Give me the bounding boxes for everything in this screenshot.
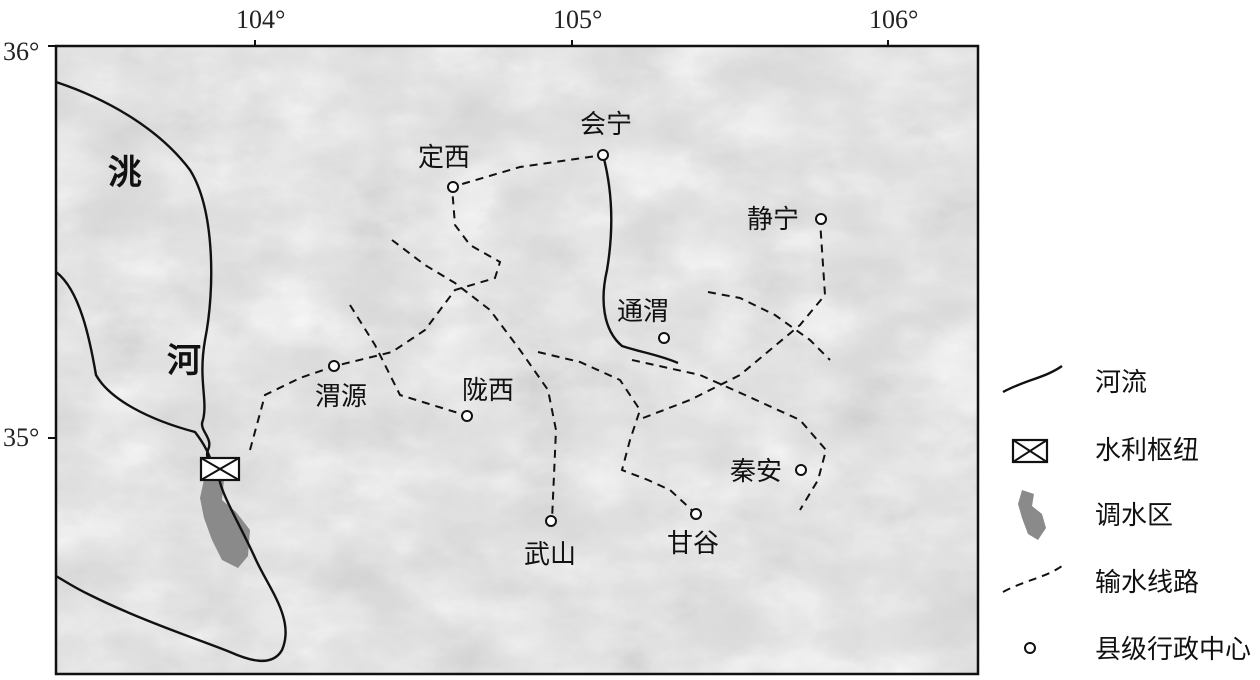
town-label-longxi: 陇西 <box>462 376 514 406</box>
map-border <box>54 44 980 676</box>
legend-water-route: 输水线路 <box>1002 565 1199 598</box>
route-wushan <box>391 239 558 521</box>
legend-label-transfer-area: 调水区 <box>1095 501 1173 531</box>
water-hub-icon <box>199 456 241 482</box>
route-east-branch <box>707 291 831 361</box>
weiyuan-marker <box>328 360 340 372</box>
map-area: 定西 会宁 静宁 通渭 渭源 陇西 秦安 武山 甘谷 洮 河 <box>54 44 980 676</box>
water-routes <box>249 154 831 521</box>
county-center-symbol-icon <box>1024 642 1036 654</box>
town-label-jingning: 静宁 <box>747 205 799 235</box>
legend-label-river: 河流 <box>1095 368 1147 398</box>
qinan-marker <box>795 464 807 476</box>
lon-label-105: 105° <box>553 5 602 34</box>
route-weiyuan-longxi <box>349 304 469 417</box>
route-dingxi-huining <box>249 154 604 451</box>
town-label-weiyuan: 渭源 <box>315 382 367 412</box>
legend-river: 河流 <box>1002 365 1147 398</box>
lat-label-35: 35° <box>3 423 39 452</box>
county-centers <box>328 149 827 527</box>
town-label-gangu: 甘谷 <box>667 529 719 559</box>
transfer-area-region <box>200 470 250 568</box>
terrain-shading <box>56 46 978 674</box>
town-label-wushan: 武山 <box>524 540 576 570</box>
lon-label-106: 106° <box>869 5 918 34</box>
wushan-marker <box>545 515 557 527</box>
town-label-tongwei: 通渭 <box>617 297 669 327</box>
route-gangu <box>537 351 696 514</box>
legend: 河流 水利枢纽 调水区 输水线路 县级行政中心 <box>1002 365 1251 665</box>
route-jingning <box>642 219 827 419</box>
graticule-ticks <box>48 40 889 439</box>
huining-river <box>601 154 679 365</box>
huining-marker <box>597 149 609 161</box>
town-label-dingxi: 定西 <box>418 143 470 173</box>
dingxi-marker <box>447 181 459 193</box>
jingning-marker <box>815 213 827 225</box>
tao-river-west-branch <box>56 271 214 466</box>
lat-label-36: 36° <box>3 37 39 66</box>
hub-symbol-icon <box>1011 438 1049 464</box>
legend-county-center: 县级行政中心 <box>1024 635 1251 665</box>
legend-transfer-area: 调水区 <box>1018 490 1173 540</box>
river-name-he: 河 <box>167 341 201 381</box>
town-label-qinan: 秦安 <box>730 457 782 487</box>
lon-label-104: 104° <box>236 5 285 34</box>
longxi-marker <box>461 410 473 422</box>
transfer-area-symbol-icon <box>1018 490 1046 540</box>
river-name-tao: 洮 <box>108 153 142 193</box>
legend-label-hub: 水利枢纽 <box>1095 436 1199 466</box>
gangu-marker <box>690 508 702 520</box>
river-symbol-icon <box>1002 365 1063 394</box>
route-symbol-icon <box>1002 565 1063 593</box>
legend-label-water-route: 输水线路 <box>1095 568 1199 598</box>
legend-hub: 水利枢纽 <box>1011 436 1199 466</box>
town-label-huining: 会宁 <box>580 110 632 140</box>
tongwei-marker <box>658 332 670 344</box>
legend-label-county-center: 县级行政中心 <box>1095 635 1251 665</box>
